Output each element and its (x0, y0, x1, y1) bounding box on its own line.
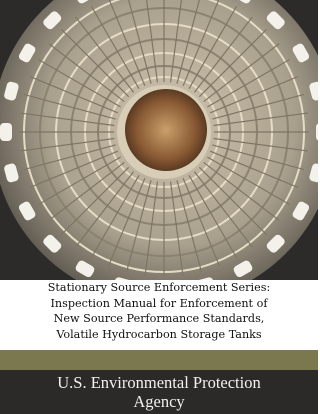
title-line: Stationary Source Enforcement Series: (0, 280, 318, 296)
dome-detail (125, 89, 207, 171)
dome-detail (0, 123, 12, 141)
dome-image (0, 0, 318, 280)
dome-detail (316, 123, 318, 141)
publisher-line: U.S. Environmental Protection (0, 373, 318, 392)
title-line: Volatile Hydrocarbon Storage Tanks (0, 327, 318, 343)
book-cover: Stationary Source Enforcement Series:Ins… (0, 0, 318, 414)
publisher-line: Agency (0, 392, 318, 411)
color-band (0, 350, 318, 370)
title: Stationary Source Enforcement Series:Ins… (0, 280, 318, 348)
title-line: New Source Performance Standards, (0, 311, 318, 327)
title-line: Inspection Manual for Enforcement of (0, 296, 318, 312)
